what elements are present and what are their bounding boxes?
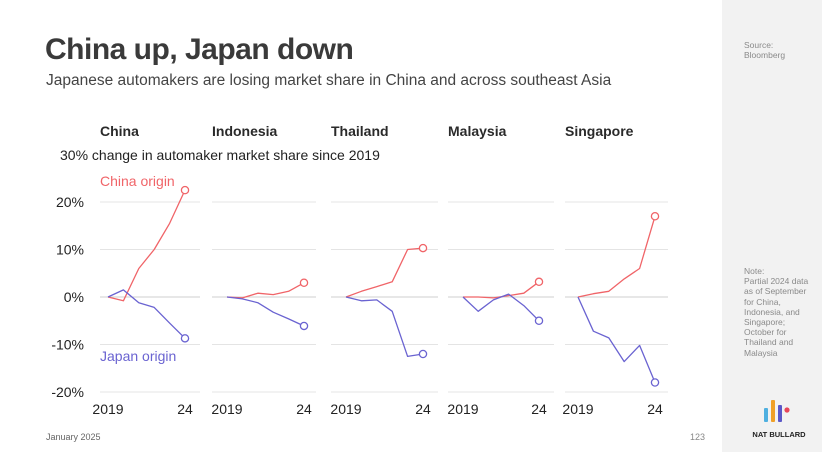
x-tick-label: 24 (647, 401, 663, 417)
japan-origin-label: Japan origin (100, 348, 176, 364)
y-tick-label: 10% (56, 242, 84, 258)
y-tick-label: -20% (51, 384, 84, 400)
panel-title: Thailand (331, 123, 389, 139)
china-origin-endpoint (180, 185, 190, 195)
x-tick-label: 24 (415, 401, 431, 417)
japan-origin-endpoint (180, 334, 190, 343)
x-tick-label: 2019 (211, 401, 242, 417)
logo-bar-2 (771, 400, 775, 422)
x-tick-label: 24 (177, 401, 193, 417)
logo-bar-3 (778, 405, 782, 422)
x-tick-label: 2019 (92, 401, 123, 417)
x-tick-label: 2019 (447, 401, 478, 417)
japan-origin-endpoint (534, 316, 544, 325)
panel-title: China (100, 123, 139, 139)
source-note: Source: Bloomberg (744, 40, 786, 61)
china-origin-line (463, 281, 540, 299)
y-tick-label: 0% (64, 289, 84, 305)
panel-title: Malaysia (448, 123, 507, 139)
japan-origin-endpoint (650, 378, 660, 387)
japan-origin-line (345, 296, 424, 358)
panel-title: Indonesia (212, 123, 278, 139)
y-tick-label: -10% (51, 337, 84, 353)
y-tick-label: 20% (56, 194, 84, 210)
slide-sidebar (722, 0, 822, 452)
page-title: China up, Japan down (45, 33, 354, 66)
china-origin-endpoint (418, 243, 428, 253)
panel-title: Singapore (565, 123, 634, 139)
logo-bar-1 (764, 408, 768, 422)
chart-caption: 30% change in automaker market share sin… (60, 147, 380, 163)
slide-main (0, 0, 722, 452)
x-tick-label: 24 (531, 401, 547, 417)
footer-date: January 2025 (46, 432, 101, 442)
brand-name: NAT BULLARD (752, 430, 806, 439)
china-origin-endpoint (299, 278, 309, 287)
x-tick-label: 2019 (562, 401, 593, 417)
japan-origin-line (577, 296, 656, 383)
small-multiples-chart: 20% 10% 0% -10% -20% 30% change in automaker … (51, 123, 668, 417)
japan-origin-endpoint (299, 321, 309, 331)
china-origin-endpoint (534, 277, 544, 287)
x-tick-label: 24 (296, 401, 312, 417)
china-origin-line (577, 216, 656, 298)
china-origin-line (226, 282, 305, 299)
japan-origin-line (462, 293, 540, 322)
china-origin-line (345, 247, 424, 298)
brand-logo-icon (764, 400, 790, 422)
china-origin-endpoint (650, 211, 660, 221)
japan-origin-line (226, 296, 305, 327)
page-number: 123 (690, 432, 706, 442)
page-subtitle: Japanese automakers are losing market sh… (46, 72, 612, 89)
china-origin-label: China origin (100, 173, 175, 189)
data-note: Note: Partial 2024 data as of September … (744, 266, 809, 358)
japan-origin-line (107, 289, 186, 339)
china-origin-line (107, 189, 186, 302)
logo-dot (784, 407, 790, 413)
japan-origin-endpoint (418, 349, 428, 359)
x-tick-label: 2019 (330, 401, 361, 417)
